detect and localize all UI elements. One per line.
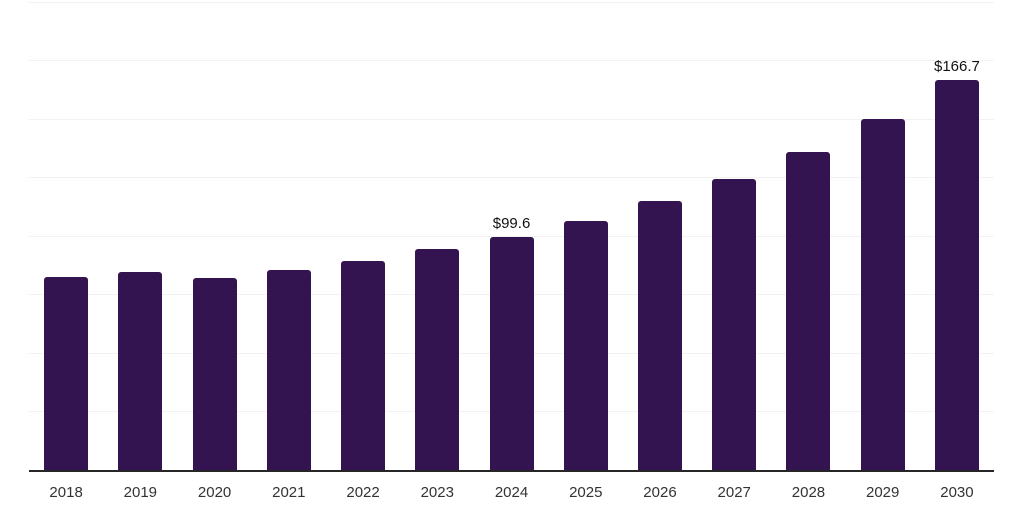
value-label-2030: $166.7 xyxy=(933,57,980,75)
bar-slot-2021 xyxy=(252,2,326,470)
bar-slot-2028 xyxy=(771,2,845,470)
bar-slot-2025 xyxy=(549,2,623,470)
bar-slot-2023 xyxy=(400,2,474,470)
gridline-200 xyxy=(29,1,994,3)
bar-slot-2020 xyxy=(177,2,251,470)
bar-2022[interactable] xyxy=(341,261,386,470)
bar-2021[interactable] xyxy=(266,269,311,470)
x-tick-2029: 2029 xyxy=(866,484,900,501)
x-tick-2030: 2030 xyxy=(940,484,974,501)
bar-slot-2019 xyxy=(103,2,177,470)
x-tick-2028: 2028 xyxy=(791,484,826,501)
bar-2027[interactable] xyxy=(712,178,757,470)
gridline-150 xyxy=(29,118,994,120)
bar-2018[interactable] xyxy=(44,277,89,470)
x-tick-2026: 2026 xyxy=(643,484,677,501)
x-tick-2018: 2018 xyxy=(49,484,83,501)
bar-slot-2018 xyxy=(29,2,103,470)
bar-2029[interactable] xyxy=(860,119,905,470)
x-tick-2019: 2019 xyxy=(123,484,158,501)
bar-slot-2030: $166.7 xyxy=(920,2,994,470)
bar-2030[interactable] xyxy=(934,79,979,470)
gridline-175 xyxy=(29,60,994,61)
gridline-125 xyxy=(29,177,994,178)
x-tick-2020: 2020 xyxy=(197,484,232,501)
bar-2020[interactable] xyxy=(192,278,237,470)
x-tick-2025: 2025 xyxy=(569,484,603,501)
bar-2023[interactable] xyxy=(415,249,460,470)
x-tick-2024: 2024 xyxy=(494,484,529,501)
x-tick-2027: 2027 xyxy=(717,484,751,501)
bar-slot-2027 xyxy=(697,2,771,470)
bar-2019[interactable] xyxy=(118,271,163,470)
plot-area: $99.6 $166.7 xyxy=(29,1,994,472)
gridline-100 xyxy=(29,235,994,237)
bars-container: $99.6 $166.7 xyxy=(29,2,994,470)
bar-slot-2029 xyxy=(846,2,920,470)
bar-slot-2026 xyxy=(623,2,697,470)
bar-2026[interactable] xyxy=(637,201,682,470)
value-label-2024: $99.6 xyxy=(492,214,531,232)
x-tick-2021: 2021 xyxy=(272,484,306,501)
x-tick-2023: 2023 xyxy=(420,484,454,501)
bar-slot-2024: $99.6 xyxy=(474,2,548,470)
bar-2025[interactable] xyxy=(563,220,608,470)
bar-2028[interactable] xyxy=(786,151,831,470)
x-axis-labels: 2018 2019 2020 2021 2022 2023 2024 2025 2026 2027… xyxy=(29,484,994,501)
bar-slot-2022 xyxy=(326,2,400,470)
x-tick-2022: 2022 xyxy=(346,484,380,501)
bar-2024[interactable] xyxy=(489,236,534,470)
